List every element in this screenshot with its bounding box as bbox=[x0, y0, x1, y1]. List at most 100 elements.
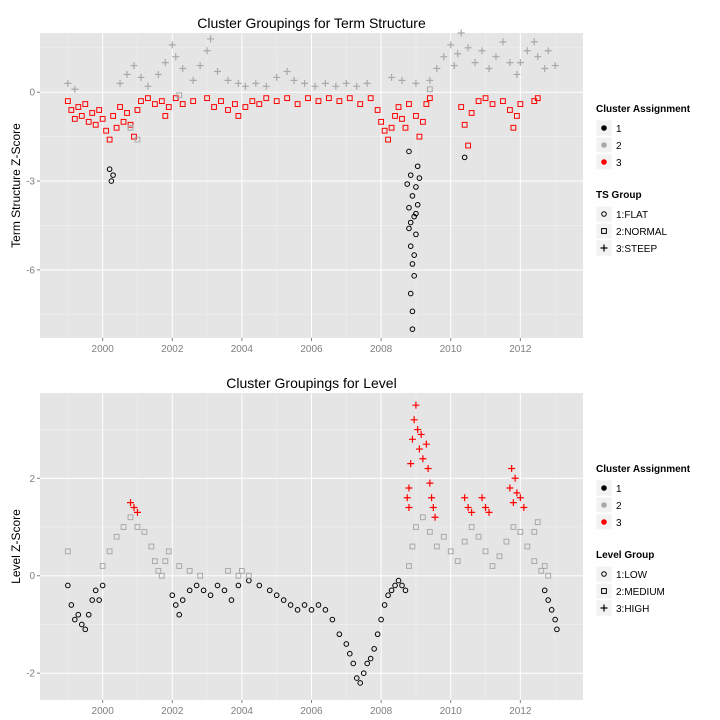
data-point bbox=[517, 528, 524, 535]
legend-key-group bbox=[600, 604, 608, 612]
data-point bbox=[357, 680, 364, 686]
data-point bbox=[541, 65, 549, 73]
legend-title-cluster: Cluster Assignment bbox=[596, 104, 691, 115]
data-point bbox=[273, 73, 281, 81]
data-point bbox=[242, 104, 249, 110]
data-point bbox=[154, 70, 162, 78]
y-axis-label: Term Structure Z-Score bbox=[9, 123, 23, 248]
data-point bbox=[96, 597, 102, 603]
data-point bbox=[552, 616, 558, 623]
data-point bbox=[413, 184, 419, 190]
data-point bbox=[513, 489, 521, 497]
legend-key-box bbox=[595, 582, 613, 600]
data-point bbox=[127, 121, 134, 128]
data-point bbox=[287, 602, 294, 608]
data-point bbox=[108, 178, 115, 184]
data-point bbox=[517, 101, 524, 107]
data-point bbox=[508, 465, 516, 473]
data-point bbox=[214, 582, 221, 589]
data-point bbox=[200, 587, 207, 594]
data-point bbox=[500, 98, 506, 105]
data-point bbox=[433, 65, 441, 73]
data-point bbox=[228, 597, 235, 603]
data-point bbox=[110, 113, 116, 119]
data-point bbox=[409, 261, 416, 267]
data-point bbox=[503, 538, 510, 545]
data-point bbox=[322, 607, 329, 613]
data-point bbox=[419, 118, 426, 125]
legend-label-cluster: 3 bbox=[616, 518, 622, 529]
legend-label-group: 2:MEDIUM bbox=[616, 587, 665, 598]
data-point bbox=[496, 553, 503, 560]
data-point bbox=[509, 499, 517, 507]
data-point bbox=[524, 543, 531, 550]
data-point bbox=[190, 98, 197, 105]
data-point bbox=[530, 38, 538, 46]
data-point bbox=[407, 172, 414, 178]
data-point bbox=[92, 587, 99, 594]
data-point bbox=[411, 273, 417, 279]
data-point bbox=[224, 76, 232, 84]
legend-title-group: Level Group bbox=[596, 550, 654, 561]
data-point bbox=[294, 101, 301, 107]
data-point bbox=[315, 98, 322, 105]
data-point bbox=[262, 82, 270, 90]
legend-label-cluster: 3 bbox=[616, 158, 622, 169]
data-point bbox=[130, 504, 138, 512]
data-point bbox=[106, 166, 113, 173]
data-point bbox=[207, 592, 214, 599]
data-point bbox=[85, 118, 92, 125]
data-point bbox=[364, 660, 370, 667]
data-point bbox=[457, 29, 465, 37]
data-point bbox=[238, 567, 245, 574]
data-point bbox=[395, 577, 402, 584]
data-point bbox=[245, 572, 252, 579]
legend-label-cluster: 2 bbox=[616, 141, 622, 152]
data-point bbox=[415, 445, 423, 453]
data-point bbox=[179, 597, 186, 603]
data-point bbox=[360, 670, 367, 676]
chart-panel-2: 2000 2002 2004 2006 2008 2010 2012-202Cluster … bbox=[9, 375, 691, 717]
data-point bbox=[124, 110, 130, 116]
data-point bbox=[68, 602, 75, 608]
chart-title: Cluster Groupings for Level bbox=[226, 375, 396, 391]
data-point bbox=[422, 440, 430, 448]
data-point bbox=[423, 101, 430, 107]
data-point bbox=[489, 563, 496, 569]
data-point bbox=[402, 124, 409, 131]
data-point bbox=[534, 519, 541, 526]
data-point bbox=[172, 53, 180, 61]
legend-key-group bbox=[601, 211, 607, 217]
data-point bbox=[405, 484, 413, 492]
data-point bbox=[531, 558, 538, 565]
data-point bbox=[392, 113, 398, 119]
legend-key-cluster-3 bbox=[601, 519, 607, 525]
data-point bbox=[406, 563, 412, 569]
data-point bbox=[284, 95, 291, 102]
data-point bbox=[478, 494, 486, 502]
data-point bbox=[406, 148, 412, 155]
data-point bbox=[165, 104, 172, 110]
data-point bbox=[482, 504, 490, 512]
data-point bbox=[353, 82, 361, 90]
legend-label-cluster: 1 bbox=[616, 124, 622, 135]
data-point bbox=[510, 124, 517, 131]
data-point bbox=[392, 582, 398, 589]
data-point bbox=[554, 626, 560, 633]
data-point bbox=[426, 76, 434, 84]
data-point bbox=[523, 47, 531, 55]
data-point bbox=[534, 95, 541, 102]
data-point bbox=[374, 631, 381, 638]
y-axis-label: Level Z-Score bbox=[9, 509, 23, 584]
data-point bbox=[426, 479, 434, 487]
data-point bbox=[395, 104, 402, 110]
x-tick-label: 2012 bbox=[509, 344, 532, 355]
data-point bbox=[179, 101, 186, 107]
data-point bbox=[398, 76, 406, 84]
data-point bbox=[419, 514, 426, 521]
x-tick-label: 2006 bbox=[300, 344, 323, 355]
data-point bbox=[346, 95, 353, 102]
data-point bbox=[158, 572, 165, 579]
data-point bbox=[161, 59, 169, 67]
